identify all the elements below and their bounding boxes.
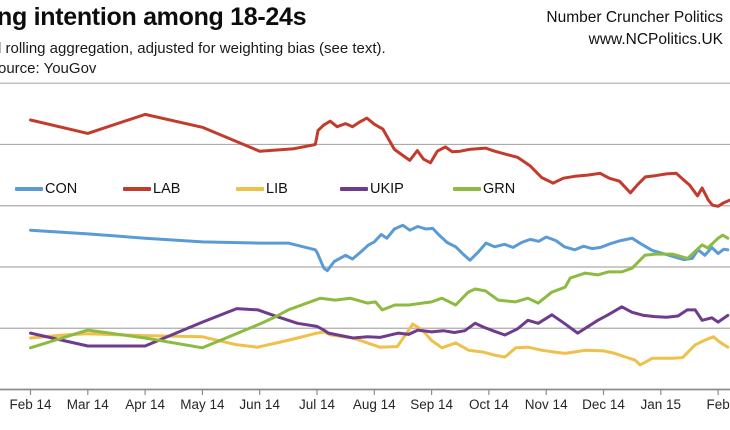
x-tick-label-apr14: Apr 14 [125, 397, 165, 412]
legend-label-ukip: UKIP [370, 181, 404, 197]
legend-label-grn: GRN [483, 181, 516, 197]
x-tick-label-dec14: Dec 14 [582, 397, 625, 412]
x-tick-label-jul14: Jul 14 [298, 397, 336, 412]
chart-subtitle: l rolling aggregation, adjusted for weig… [0, 40, 386, 57]
x-tick-label-aug14: Aug 14 [352, 397, 396, 412]
legend-item-lib: LIB [236, 180, 288, 198]
legend-item-ukip: UKIP [340, 180, 404, 198]
legend-label-lib: LIB [266, 181, 288, 197]
legend-item-lab: LAB [123, 180, 180, 198]
legend-label-con: CON [45, 181, 78, 197]
x-tick-label-oct14: Oct 14 [469, 397, 509, 412]
brand-block: Number Cruncher Politics www.NCPolitics.… [546, 7, 723, 51]
legend-swatch-lab [123, 187, 151, 191]
legend-item-grn: GRN [453, 180, 515, 198]
source-note: ource: YouGov [0, 60, 97, 77]
x-tick-label-sep14: Sep 14 [410, 397, 453, 412]
x-tick-label-feb15: Feb [706, 397, 730, 412]
series-line-ukip [29, 305, 730, 348]
legend-swatch-lib [236, 187, 264, 191]
series-line-lab [29, 112, 730, 208]
legend-swatch-grn [453, 187, 481, 191]
legend-swatch-ukip [340, 187, 368, 191]
series-line-con [29, 223, 730, 273]
series-line-lib [29, 322, 730, 367]
page-title: ng intention among 18-24s [0, 3, 307, 31]
x-tick-label-jun14: Jun 14 [239, 397, 280, 412]
x-tick-label-jan15: Jan 15 [640, 397, 682, 412]
x-tick-label-mar14: Mar 14 [66, 397, 109, 412]
chart-legend: CON LAB LIB UKIP GRN [0, 180, 730, 198]
legend-swatch-con [15, 187, 43, 191]
brand-name: Number Cruncher Politics [546, 9, 723, 26]
series-line-grn [29, 233, 730, 350]
brand-url: www.NCPolitics.UK [588, 31, 723, 48]
x-tick-label-may14: May 14 [180, 397, 225, 412]
legend-item-con: CON [15, 180, 77, 198]
legend-label-lab: LAB [153, 181, 181, 197]
x-tick-label-feb14: Feb 14 [9, 397, 52, 412]
x-tick-label-nov14: Nov 14 [524, 397, 568, 412]
